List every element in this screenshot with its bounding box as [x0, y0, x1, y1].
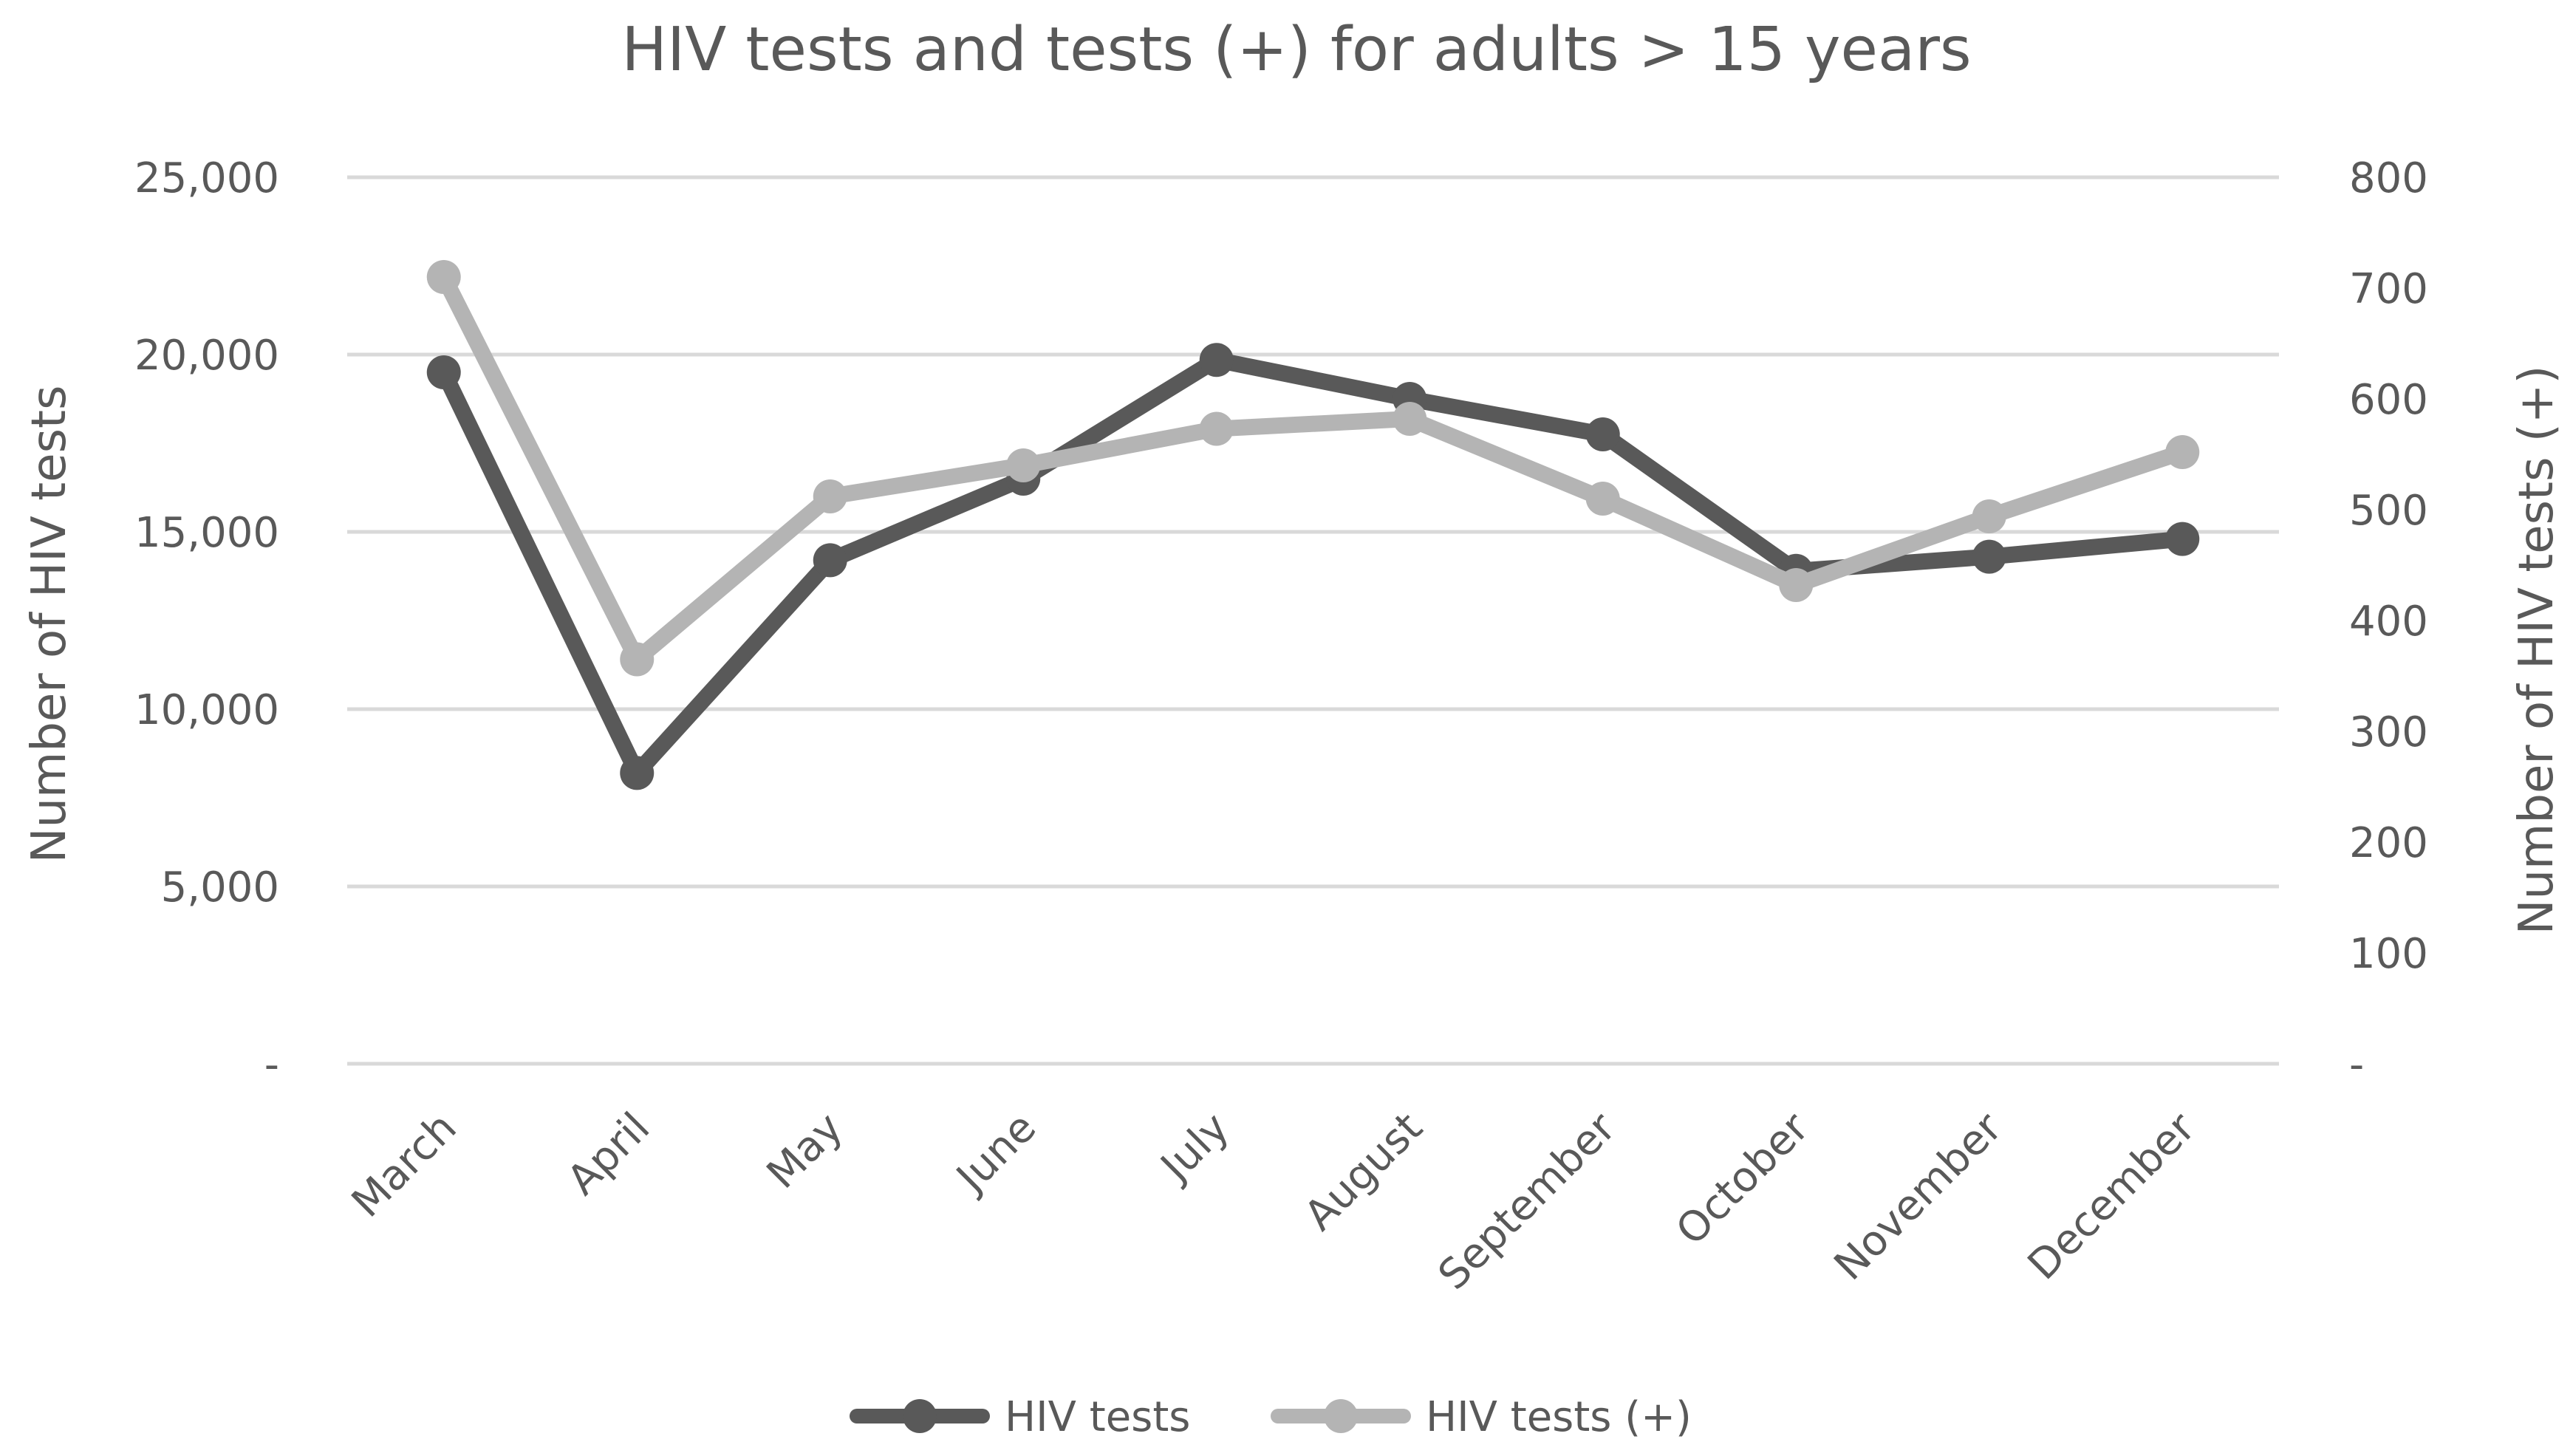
series-hiv-tests: [426, 343, 2200, 790]
legend-label: HIV tests (+): [1426, 1393, 1692, 1441]
right-tick-label: 200: [2349, 819, 2428, 867]
data-point-hiv-tests: [813, 543, 847, 578]
data-point-hiv-tests: [1972, 499, 2006, 533]
data-point-hiv-tests: [1585, 482, 1620, 516]
data-point-hiv-tests: [1199, 343, 1234, 377]
right-tick-label: 600: [2349, 376, 2428, 424]
data-point-hiv-tests: [1779, 568, 1814, 602]
left-tick-label: -: [264, 1041, 279, 1089]
right-tick-label: 300: [2349, 708, 2428, 756]
series-layer: [426, 260, 2200, 790]
gridlines: [347, 175, 2279, 1066]
left-tick-label: 20,000: [134, 332, 279, 380]
right-axis-ticks: - 100 200 300 400 500 600 700 800: [2349, 154, 2428, 1089]
right-axis-title: Number of HIV tests (+): [2509, 366, 2564, 935]
legend: HIV tests HIV tests (+): [850, 1393, 1692, 1441]
left-axis-ticks: - 5,000 10,000 15,000 20,000 25,000: [134, 154, 279, 1089]
chart-title: HIV tests and tests (+) for adults > 15 …: [621, 15, 1971, 85]
legend-item: HIV tests (+): [1271, 1393, 1692, 1441]
series-line-hiv-tests: [435, 269, 2191, 668]
data-point-hiv-tests: [1199, 411, 1234, 446]
data-point-hiv-tests: [2165, 522, 2200, 556]
right-tick-label: 800: [2349, 154, 2428, 202]
data-point-hiv-tests: [1393, 402, 1427, 436]
data-point-hiv-tests: [1585, 417, 1620, 451]
data-point-hiv-tests: [813, 479, 847, 513]
data-point-hiv-tests: [1972, 539, 2006, 574]
right-tick-label: 100: [2349, 930, 2428, 978]
right-tick-label: 700: [2349, 265, 2428, 313]
left-tick-label: 5,000: [161, 864, 279, 912]
left-tick-label: 15,000: [134, 509, 279, 557]
data-point-hiv-tests: [620, 642, 655, 677]
left-tick-label: 25,000: [134, 154, 279, 202]
data-point-hiv-tests: [2165, 435, 2200, 469]
data-point-hiv-tests: [426, 355, 461, 389]
data-point-hiv-tests: [620, 756, 655, 790]
right-tick-label: 400: [2349, 598, 2428, 646]
legend-label: HIV tests: [1005, 1393, 1190, 1441]
legend-marker: [1324, 1399, 1358, 1433]
right-tick-label: 500: [2349, 487, 2428, 535]
right-tick-label: -: [2349, 1041, 2364, 1089]
left-tick-label: 10,000: [134, 686, 279, 734]
data-point-hiv-tests: [426, 260, 461, 294]
left-axis-title: Number of HIV tests: [22, 386, 77, 864]
series-line-hiv-tests: [435, 352, 2191, 782]
legend-item: HIV tests: [850, 1393, 1190, 1441]
series-hiv-tests: [426, 260, 2200, 677]
legend-marker: [903, 1399, 937, 1433]
data-point-hiv-tests: [1006, 448, 1041, 482]
